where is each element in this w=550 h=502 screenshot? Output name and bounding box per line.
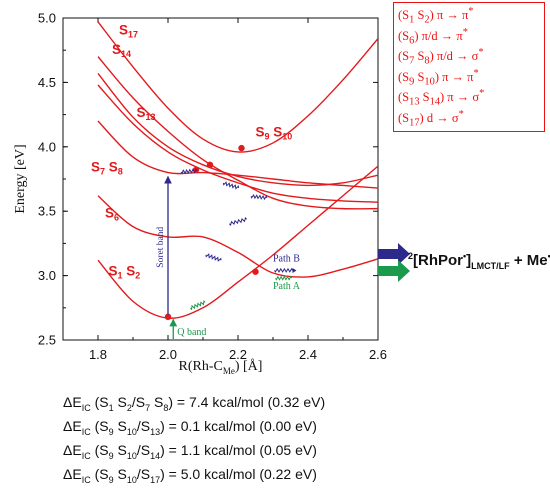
axes: 1.8 2.0 2.2 2.4 2.6 2.5 3.0 3.5 4.0 4.5 5.0 Energy … (13, 11, 387, 377)
state-label: S7 S8 (91, 159, 123, 176)
y-tick-label: 2.5 (38, 333, 56, 348)
relaxation-wave (222, 181, 240, 190)
y-tick-label: 3.0 (38, 268, 56, 283)
energy-chart: 1.8 2.0 2.2 2.4 2.6 2.5 3.0 3.5 4.0 4.5 5.0 Energy … (13, 11, 410, 377)
curve-s13 (97, 84, 378, 203)
y-tick-label: 4.0 (38, 139, 56, 154)
curve-s6 (97, 195, 378, 278)
x-tick-label: 2.4 (299, 347, 317, 362)
plot-frame (62, 17, 379, 341)
q-band-label: Q band (177, 327, 206, 338)
relaxation-wave (275, 275, 292, 281)
legend-item: (S17) d → σ* (398, 108, 464, 129)
relaxation-wave (250, 193, 268, 201)
x-tick-label: 2.2 (229, 347, 247, 362)
y-axis-label: Energy [eV] (13, 144, 28, 213)
relaxation-wave (274, 267, 293, 273)
y-tick-label: 3.5 (38, 204, 56, 219)
state-labels: S17 S14 S13 S7 S8 S6 S1 S2 S9 S10 (91, 23, 292, 281)
curve-s7-s8 (97, 120, 378, 189)
legend-box: (S1 S2) π → π* (S6) π/d → π* (S7 S8) π/d →… (393, 2, 545, 132)
x-tick-label: 2.0 (159, 347, 177, 362)
state-label: S17 (119, 23, 138, 40)
relaxation-wave (189, 300, 206, 311)
path-a-big-arrow (378, 260, 410, 282)
path-b-big-arrow (378, 243, 410, 265)
state-label: S9 S10 (256, 124, 293, 141)
curve-s14 (97, 56, 378, 210)
curve-s17 (97, 21, 378, 153)
x-tick-label: 1.8 (89, 347, 107, 362)
relaxation-wave (228, 217, 248, 226)
delta-e-line: ΔEIC (S9 S10/S14) = 1.1 kcal/mol (0.05 e… (63, 442, 317, 461)
crossing-point (252, 268, 259, 275)
curve-s9-s10 (97, 72, 378, 187)
state-label: S6 (105, 206, 119, 223)
state-label: S14 (112, 42, 131, 59)
path-b-label: Path B (273, 253, 300, 264)
product-label: 2[RhPor•]LMCT/LF + Me• (408, 251, 550, 271)
state-label: S13 (137, 105, 156, 122)
legend-item: (S6) π/d → π* (398, 26, 468, 47)
soret-band-label: Soret band (156, 227, 166, 268)
relaxation-wave (180, 168, 198, 175)
x-tick-label: 2.6 (369, 347, 387, 362)
curves (97, 21, 378, 319)
delta-e-line: ΔEIC (S1 S2/S7 S8) = 7.4 kcal/mol (0.32 … (63, 394, 326, 413)
legend-item: (S1 S2) π → π* (398, 6, 474, 26)
crossing-point (164, 313, 172, 321)
annotations: Soret band Q band Path B Path A (156, 144, 410, 339)
y-tick-label: 4.5 (38, 75, 56, 90)
legend-item: (S7 S8) π/d → σ* (398, 47, 484, 67)
crossing-point (238, 144, 245, 152)
delta-e-line: ΔEIC (S9 S10/S13) = 0.1 kcal/mol (0.00 e… (63, 418, 317, 437)
legend-item: (S13 S14) π → σ* (398, 88, 485, 108)
curve-s1-s2 (97, 165, 378, 319)
y-tick-label: 5.0 (38, 11, 56, 26)
path-a-label: Path A (273, 281, 301, 292)
legend-item: (S9 S10) π → π* (398, 67, 479, 88)
state-label: S1 S2 (109, 264, 141, 281)
delta-e-line: ΔEIC (S9 S10/S17) = 5.0 kcal/mol (0.22 e… (63, 466, 317, 485)
x-axis-label: R(Rh-CMe) [Å] (179, 358, 263, 376)
path-b-arrowhead (292, 267, 297, 273)
relaxation-wave (205, 253, 222, 262)
crossing-point (206, 161, 214, 169)
